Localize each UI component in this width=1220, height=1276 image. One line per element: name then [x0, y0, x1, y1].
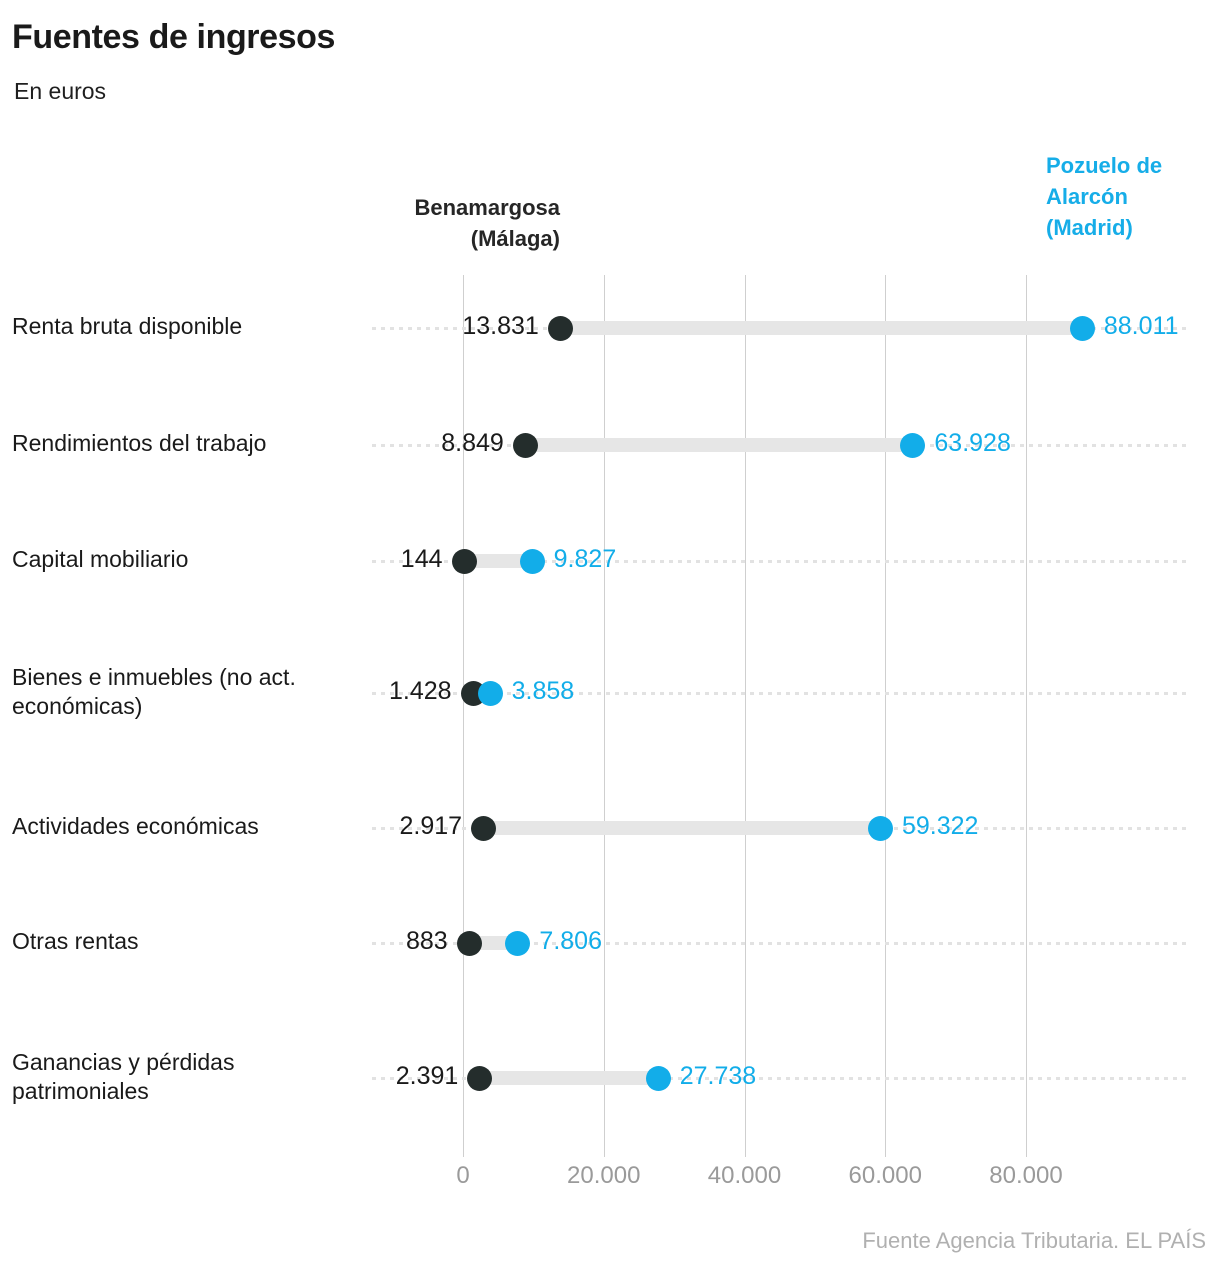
row-guide-line — [372, 1077, 1190, 1080]
value-label-benamargosa: 883 — [406, 927, 448, 955]
chart-subtitle: En euros — [14, 78, 107, 104]
row-guide-line — [372, 560, 1190, 563]
value-label-benamargosa: 1.428 — [389, 677, 452, 705]
row-category-label: Ganancias y pérdidas patrimoniales — [12, 1048, 432, 1105]
value-label-benamargosa: 8.849 — [441, 429, 504, 457]
row-guide-line — [372, 942, 1190, 945]
gridline-80000 — [1026, 275, 1027, 1141]
row-guide-line — [372, 692, 1190, 695]
row-category-label: Otras rentas — [12, 927, 432, 956]
dot-pozuelo[interactable] — [1069, 315, 1095, 341]
dot-benamargosa[interactable] — [467, 1065, 493, 1091]
row-label-line: Renta bruta disponible — [12, 313, 243, 339]
dot-pozuelo[interactable] — [867, 815, 893, 841]
legend-benamargosa: Benamargosa (Málaga) — [300, 192, 560, 254]
row-label-line: Bienes e inmuebles (no act. — [12, 664, 296, 690]
row-category-label: Bienes e inmuebles (no act. económicas) — [12, 663, 432, 720]
value-label-benamargosa: 2.391 — [395, 1062, 459, 1090]
source-note: Fuente Agencia Tributaria. EL PAÍS — [862, 1228, 1206, 1253]
value-label-pozuelo: 88.011 — [1103, 312, 1179, 340]
value-label-benamargosa: 144 — [400, 545, 443, 573]
dot-benamargosa[interactable] — [456, 930, 482, 956]
legend-pozuelo-line3: (Madrid) — [1046, 215, 1133, 241]
dot-benamargosa[interactable] — [451, 548, 477, 574]
x-tick-label: 20.000 — [567, 1162, 641, 1189]
row-label-line: patrimoniales — [12, 1077, 149, 1104]
connector-bar — [464, 554, 533, 568]
value-label-pozuelo: 9.827 — [553, 545, 617, 573]
dot-benamargosa[interactable] — [512, 432, 538, 458]
x-tick-mark — [744, 1141, 746, 1157]
gridline-40000 — [744, 275, 746, 1141]
value-label-pozuelo: 63.928 — [934, 429, 1011, 457]
row-category-label: Renta bruta disponible — [12, 312, 432, 341]
connector-bar — [479, 1071, 659, 1085]
value-label-pozuelo: 27.738 — [679, 1062, 757, 1090]
row-label-line: económicas) — [12, 692, 143, 719]
legend-pozuelo-line1: Pozuelo de — [1046, 153, 1163, 178]
dot-pozuelo[interactable] — [505, 930, 531, 956]
x-tick-mark — [1026, 1141, 1027, 1157]
row-label-line: Actividades económicas — [12, 813, 259, 839]
legend-pozuelo: Pozuelo de Alarcón (Madrid) — [1046, 150, 1214, 244]
row-label-line: Otras rentas — [12, 928, 139, 954]
gridline-20000 — [603, 275, 605, 1141]
legend-pozuelo-line2: Alarcón — [1046, 184, 1128, 210]
connector-bar — [560, 321, 1083, 335]
row-category-label: Capital mobiliario — [12, 545, 432, 574]
gridline-60000 — [885, 275, 887, 1141]
x-tick-mark — [603, 1141, 605, 1157]
dot-pozuelo[interactable] — [645, 1065, 671, 1091]
legend-benamargosa-line2: (Málaga) — [470, 226, 560, 252]
x-tick-mark — [463, 1141, 464, 1157]
dot-benamargosa[interactable] — [547, 315, 573, 341]
dot-pozuelo[interactable] — [519, 548, 545, 574]
row-category-label: Actividades económicas — [12, 812, 432, 841]
x-tick-label: 0 — [456, 1162, 470, 1189]
value-label-pozuelo: 59.322 — [901, 812, 979, 840]
value-label-pozuelo: 3.858 — [511, 677, 575, 705]
value-label-pozuelo: 7.806 — [539, 927, 602, 955]
row-label-line: Ganancias y pérdidas — [12, 1049, 235, 1075]
row-category-label: Rendimientos del trabajo — [12, 429, 432, 458]
x-tick-label: 40.000 — [707, 1162, 782, 1189]
value-label-benamargosa: 2.917 — [399, 812, 463, 840]
x-tick-label: 80.000 — [989, 1162, 1063, 1189]
value-label-benamargosa: 13.831 — [462, 312, 539, 340]
dot-benamargosa[interactable] — [471, 815, 497, 841]
row-label-line: Rendimientos del trabajo — [12, 430, 267, 456]
dot-pozuelo[interactable] — [900, 432, 926, 458]
x-tick-label: 60.000 — [848, 1162, 922, 1189]
dot-pozuelo[interactable] — [477, 680, 503, 706]
gridline-0 — [463, 275, 464, 1141]
page-title: Fuentes de ingresos — [12, 18, 336, 56]
connector-bar — [483, 821, 881, 835]
row-label-line: Capital mobiliario — [12, 546, 189, 572]
connector-bar — [525, 438, 913, 452]
x-tick-mark — [885, 1141, 887, 1157]
legend-benamargosa-line1: Benamargosa — [414, 195, 560, 220]
